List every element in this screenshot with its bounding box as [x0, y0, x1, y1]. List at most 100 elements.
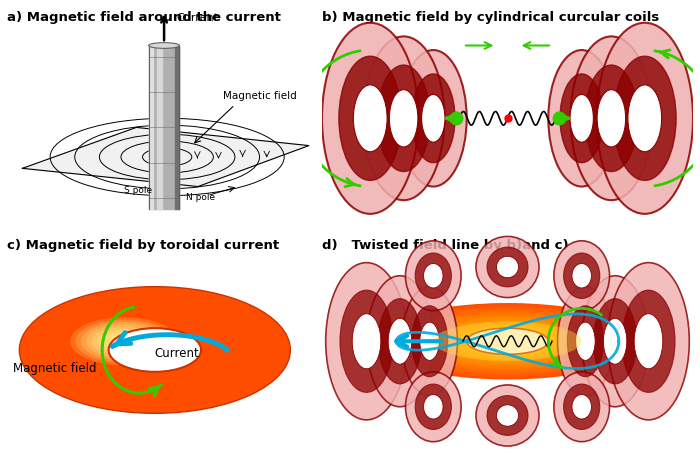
Ellipse shape — [463, 327, 552, 355]
Ellipse shape — [42, 297, 268, 403]
Ellipse shape — [378, 304, 638, 379]
Ellipse shape — [419, 315, 596, 368]
Ellipse shape — [374, 303, 641, 379]
Ellipse shape — [340, 290, 393, 392]
Text: d)   Twisted field line by b)and c): d) Twisted field line by b)and c) — [322, 238, 568, 252]
Ellipse shape — [405, 241, 461, 311]
Ellipse shape — [83, 316, 227, 384]
Ellipse shape — [459, 326, 556, 356]
Ellipse shape — [572, 263, 592, 288]
Ellipse shape — [60, 306, 250, 394]
Ellipse shape — [407, 312, 608, 370]
Ellipse shape — [87, 318, 223, 382]
Ellipse shape — [421, 95, 445, 142]
Text: a) Magnetic field around the current: a) Magnetic field around the current — [7, 11, 281, 25]
Text: Current: Current — [155, 347, 199, 359]
Ellipse shape — [422, 316, 593, 366]
Ellipse shape — [476, 237, 539, 298]
Ellipse shape — [496, 256, 519, 278]
Ellipse shape — [622, 290, 675, 392]
Ellipse shape — [596, 23, 693, 214]
Ellipse shape — [339, 56, 402, 181]
Ellipse shape — [74, 312, 236, 388]
Ellipse shape — [585, 65, 638, 172]
Ellipse shape — [613, 56, 676, 181]
Ellipse shape — [554, 372, 610, 442]
Ellipse shape — [377, 65, 430, 172]
Text: Magnetic field: Magnetic field — [223, 91, 296, 101]
Ellipse shape — [433, 322, 582, 361]
Ellipse shape — [467, 328, 548, 354]
Ellipse shape — [378, 298, 421, 384]
Ellipse shape — [400, 50, 467, 187]
Ellipse shape — [603, 318, 626, 364]
Ellipse shape — [441, 321, 574, 361]
Ellipse shape — [76, 319, 173, 363]
Ellipse shape — [564, 253, 600, 298]
Ellipse shape — [33, 293, 276, 407]
Ellipse shape — [426, 317, 589, 365]
Ellipse shape — [97, 329, 151, 353]
Ellipse shape — [558, 287, 613, 396]
Ellipse shape — [415, 384, 452, 430]
Ellipse shape — [575, 322, 595, 360]
Ellipse shape — [411, 313, 604, 369]
Text: b) Magnetic field by cylindrical curcular coils: b) Magnetic field by cylindrical curcula… — [322, 11, 659, 25]
Ellipse shape — [424, 263, 443, 288]
Ellipse shape — [496, 405, 519, 426]
Ellipse shape — [108, 328, 201, 372]
Ellipse shape — [554, 241, 610, 311]
Ellipse shape — [113, 336, 135, 346]
Ellipse shape — [354, 85, 387, 152]
Ellipse shape — [29, 291, 281, 409]
Ellipse shape — [430, 318, 585, 364]
Ellipse shape — [393, 308, 622, 374]
Ellipse shape — [402, 287, 457, 396]
Ellipse shape — [628, 85, 661, 152]
Ellipse shape — [570, 36, 652, 200]
Text: c) Magnetic field by toroidal current: c) Magnetic field by toroidal current — [7, 238, 279, 252]
Ellipse shape — [415, 253, 452, 298]
Ellipse shape — [102, 332, 146, 351]
Ellipse shape — [382, 305, 634, 378]
Ellipse shape — [487, 396, 528, 435]
Ellipse shape — [326, 263, 407, 420]
Ellipse shape — [352, 314, 381, 369]
Ellipse shape — [564, 384, 600, 430]
Ellipse shape — [437, 320, 578, 362]
Ellipse shape — [456, 325, 559, 357]
Ellipse shape — [412, 306, 448, 377]
Ellipse shape — [570, 95, 594, 142]
Ellipse shape — [92, 327, 156, 356]
Ellipse shape — [78, 314, 232, 386]
Ellipse shape — [400, 310, 615, 373]
Text: S pole: S pole — [124, 187, 152, 195]
Ellipse shape — [487, 247, 528, 287]
Ellipse shape — [55, 303, 254, 396]
Ellipse shape — [572, 394, 592, 419]
Text: N pole: N pole — [186, 193, 215, 202]
Ellipse shape — [92, 320, 218, 379]
Ellipse shape — [560, 74, 603, 163]
Ellipse shape — [389, 307, 626, 375]
Ellipse shape — [452, 324, 563, 359]
Ellipse shape — [51, 301, 259, 399]
Ellipse shape — [322, 23, 419, 214]
Ellipse shape — [433, 319, 582, 364]
Ellipse shape — [396, 309, 619, 374]
Ellipse shape — [105, 327, 204, 373]
Ellipse shape — [548, 50, 615, 187]
Ellipse shape — [148, 43, 179, 48]
Ellipse shape — [448, 323, 567, 359]
Ellipse shape — [46, 299, 263, 401]
Ellipse shape — [367, 276, 433, 407]
Ellipse shape — [444, 322, 570, 360]
Ellipse shape — [119, 339, 130, 344]
Ellipse shape — [608, 263, 690, 420]
Ellipse shape — [582, 276, 648, 407]
Ellipse shape — [567, 306, 603, 377]
Ellipse shape — [405, 372, 461, 442]
Ellipse shape — [363, 36, 444, 200]
Ellipse shape — [81, 322, 167, 360]
Text: Magnetic field: Magnetic field — [13, 362, 97, 375]
